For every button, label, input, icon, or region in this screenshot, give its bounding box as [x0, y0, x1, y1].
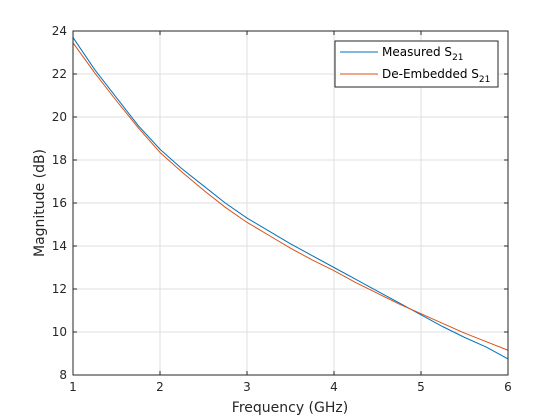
- y-tick-label: 8: [59, 368, 67, 382]
- series-lines: [72, 37, 509, 360]
- legend-box: [334, 40, 499, 88]
- y-axis-label: Magnitude (dB): [32, 149, 48, 257]
- x-tick-label: 2: [156, 380, 164, 394]
- y-tick-label: 20: [52, 110, 67, 124]
- y-tick-label: 14: [52, 239, 67, 253]
- legend: Measured S21 De-Embedded S21: [334, 40, 499, 88]
- y-tick-label: 24: [52, 24, 67, 38]
- legend-measured-subscript: 21: [452, 53, 463, 63]
- x-axis-label: Frequency (GHz): [232, 400, 348, 416]
- legend-measured-name: Measured S: [382, 45, 452, 59]
- x-tick-label: 6: [504, 380, 512, 394]
- series-line-measured: [72, 37, 509, 360]
- x-tick-label: 5: [417, 380, 425, 394]
- legend-label-deembedded: De-Embedded S21: [382, 67, 490, 85]
- x-tick-label: 4: [330, 380, 338, 394]
- y-tick-label: 22: [52, 67, 67, 81]
- y-tick-label: 18: [52, 153, 67, 167]
- y-tick-label: 10: [52, 325, 67, 339]
- y-tick-label: 16: [52, 196, 67, 210]
- x-tick-label: 3: [243, 380, 251, 394]
- series-line-deembedded: [72, 42, 509, 351]
- y-tick-label: 12: [52, 282, 67, 296]
- x-tick-label: 1: [69, 380, 77, 394]
- legend-deembedded-subscript: 21: [479, 75, 490, 85]
- legend-deembedded-name: De-Embedded S: [382, 67, 479, 81]
- legend-label-measured: Measured S21: [382, 45, 464, 63]
